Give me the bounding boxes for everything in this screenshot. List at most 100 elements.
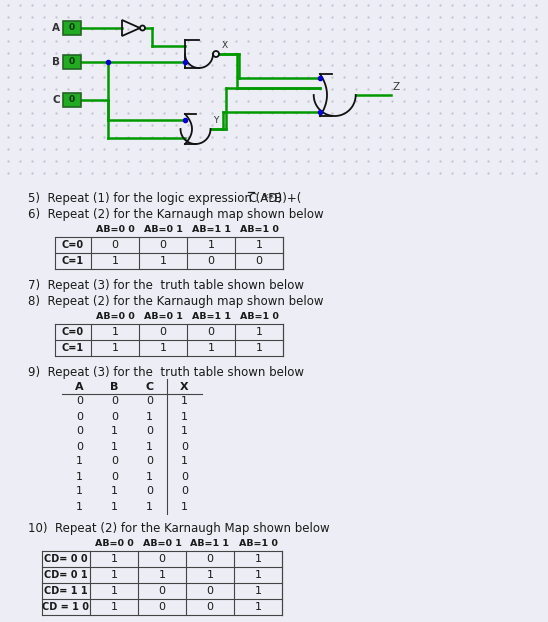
Text: AB=0 0: AB=0 0 (95, 312, 134, 321)
Text: AB=1 1: AB=1 1 (191, 312, 231, 321)
Text: 1: 1 (111, 427, 118, 437)
Text: B: B (110, 381, 119, 391)
Text: 1: 1 (111, 343, 118, 353)
Text: C: C (145, 381, 153, 391)
Text: 0: 0 (208, 327, 214, 337)
Text: AB=0 1: AB=0 1 (142, 539, 181, 548)
Text: 1: 1 (254, 570, 261, 580)
Text: 1: 1 (181, 457, 188, 466)
Text: 0: 0 (146, 486, 153, 496)
Text: 0: 0 (76, 427, 83, 437)
Text: 0: 0 (255, 256, 262, 266)
Text: 0: 0 (146, 457, 153, 466)
Text: 1: 1 (181, 396, 188, 407)
Text: AB=0 1: AB=0 1 (144, 225, 182, 234)
Text: 1: 1 (111, 586, 117, 596)
Text: 1: 1 (255, 343, 262, 353)
Text: 0: 0 (181, 442, 188, 452)
Text: 1: 1 (208, 343, 214, 353)
Text: 0: 0 (111, 471, 118, 481)
Text: 0: 0 (69, 96, 75, 104)
Text: CD= 0 0: CD= 0 0 (44, 554, 88, 564)
Text: C: C (248, 192, 256, 205)
Text: 0: 0 (207, 586, 214, 596)
Text: 0: 0 (158, 554, 165, 564)
Text: 0: 0 (159, 240, 167, 250)
Text: CD= 0 1: CD= 0 1 (44, 570, 88, 580)
Text: C: C (52, 95, 60, 105)
Text: AB=1 0: AB=1 0 (239, 225, 278, 234)
Text: X: X (180, 381, 189, 391)
Text: 0: 0 (76, 412, 83, 422)
Text: 5)  Repeat (1) for the logic expression (A*B)+(: 5) Repeat (1) for the logic expression (… (28, 192, 301, 205)
Text: C=1: C=1 (62, 343, 84, 353)
Text: *D): *D) (255, 192, 282, 205)
Text: 1: 1 (181, 412, 188, 422)
Text: 1: 1 (76, 457, 83, 466)
Text: 1: 1 (111, 327, 118, 337)
Text: AB=1 1: AB=1 1 (191, 539, 230, 548)
Text: 6)  Repeat (2) for the Karnaugh map shown below: 6) Repeat (2) for the Karnaugh map shown… (28, 208, 324, 221)
Text: CD= 1 1: CD= 1 1 (44, 586, 88, 596)
Text: 1: 1 (181, 501, 188, 511)
Text: 1: 1 (254, 602, 261, 612)
Text: 9)  Repeat (3) for the  truth table shown below: 9) Repeat (3) for the truth table shown … (28, 366, 304, 379)
Text: C=0: C=0 (62, 327, 84, 337)
Text: AB=0 0: AB=0 0 (95, 225, 134, 234)
Text: 0: 0 (181, 486, 188, 496)
Text: 0: 0 (207, 554, 214, 564)
Text: A: A (75, 381, 84, 391)
Text: 0: 0 (181, 471, 188, 481)
Text: 1: 1 (158, 570, 165, 580)
Text: 0: 0 (111, 457, 118, 466)
Text: 1: 1 (146, 442, 153, 452)
Text: 0: 0 (111, 240, 118, 250)
Text: CD = 1 0: CD = 1 0 (43, 602, 89, 612)
Text: 0: 0 (207, 602, 214, 612)
Text: 1: 1 (111, 501, 118, 511)
Text: AB=1 0: AB=1 0 (238, 539, 277, 548)
Text: 8)  Repeat (2) for the Karnaugh map shown below: 8) Repeat (2) for the Karnaugh map shown… (28, 295, 323, 308)
Text: 0: 0 (69, 24, 75, 32)
Text: 1: 1 (76, 486, 83, 496)
Text: C=0: C=0 (62, 240, 84, 250)
Text: AB=0 1: AB=0 1 (144, 312, 182, 321)
Text: AB=1 0: AB=1 0 (239, 312, 278, 321)
Text: 1: 1 (208, 240, 214, 250)
Text: Z: Z (393, 82, 400, 92)
Text: AB=0 0: AB=0 0 (95, 539, 133, 548)
Text: 1: 1 (111, 570, 117, 580)
Text: 0: 0 (158, 602, 165, 612)
Text: 0: 0 (111, 412, 118, 422)
Text: A: A (52, 23, 60, 33)
Text: 1: 1 (181, 427, 188, 437)
Text: C=1: C=1 (62, 256, 84, 266)
Text: 1: 1 (254, 554, 261, 564)
Text: Y: Y (214, 116, 219, 125)
Text: 1: 1 (255, 327, 262, 337)
Text: 0: 0 (111, 396, 118, 407)
Text: 0: 0 (158, 586, 165, 596)
Text: 1: 1 (146, 412, 153, 422)
Text: 0: 0 (146, 427, 153, 437)
FancyBboxPatch shape (63, 93, 81, 107)
Text: X: X (222, 41, 228, 50)
FancyBboxPatch shape (63, 21, 81, 35)
Text: 1: 1 (111, 602, 117, 612)
Text: 1: 1 (207, 570, 214, 580)
Text: 1: 1 (254, 586, 261, 596)
Text: 1: 1 (146, 471, 153, 481)
Text: 1: 1 (255, 240, 262, 250)
Text: 1: 1 (111, 442, 118, 452)
Text: 1: 1 (111, 554, 117, 564)
Text: 1: 1 (159, 256, 167, 266)
Text: 0: 0 (76, 396, 83, 407)
Text: 0: 0 (208, 256, 214, 266)
Text: 1: 1 (111, 486, 118, 496)
Text: 0: 0 (146, 396, 153, 407)
FancyBboxPatch shape (63, 55, 81, 69)
Text: 1: 1 (76, 471, 83, 481)
Text: 1: 1 (159, 343, 167, 353)
Text: 0: 0 (69, 57, 75, 67)
Text: B: B (52, 57, 60, 67)
